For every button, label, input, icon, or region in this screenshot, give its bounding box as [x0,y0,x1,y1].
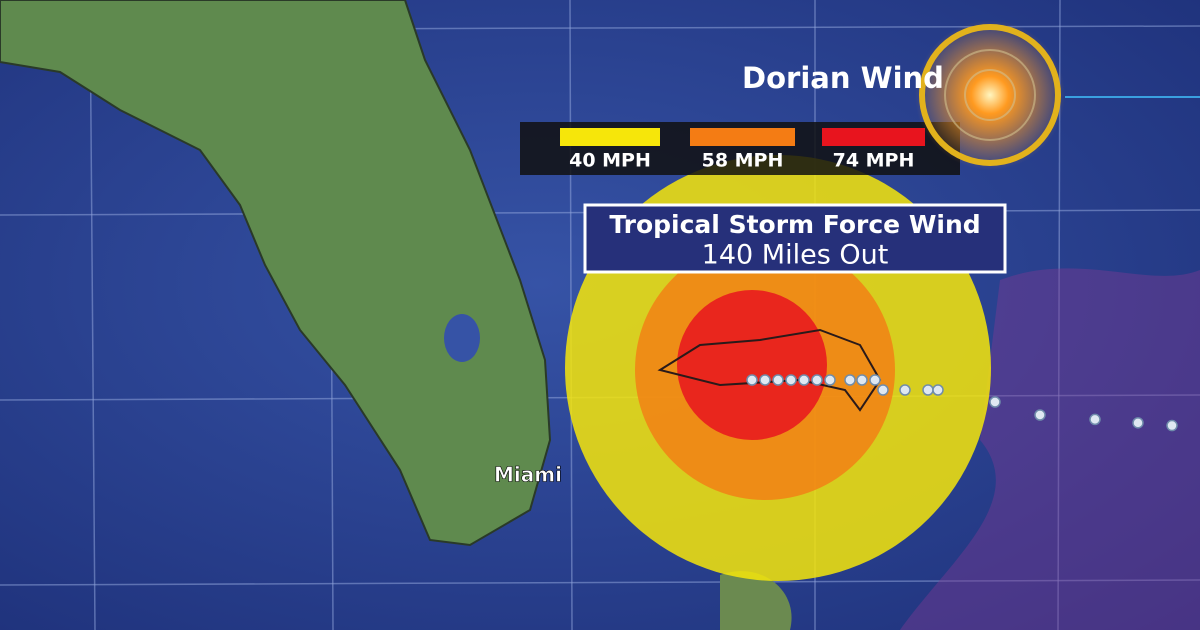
track-dot [899,384,911,396]
track-dot [1089,413,1101,426]
wind-ring [677,290,827,440]
track-dot [989,396,1001,408]
track-dot [785,374,797,386]
callout-line2: 140 Miles Out [702,240,889,271]
callout-box [583,203,1007,274]
lake-okeechobee [444,314,480,362]
legend-label: 74 MPH [833,150,915,172]
track-dot [932,384,944,396]
track-dot [798,374,810,386]
callout-line1: Tropical Storm Force Wind [609,210,980,239]
track-dot [1034,409,1046,421]
track-dot [922,384,934,396]
track-dot [856,374,868,386]
track-dot [746,374,758,386]
track-dot [844,374,856,386]
legend-label: 40 MPH [569,150,651,172]
legend-swatch [690,128,795,146]
legend-swatch [822,128,925,146]
track-dot [824,374,836,386]
cloud-band [900,268,1200,630]
track-dot [1166,419,1178,432]
city-label: Miami [494,463,562,487]
track-dot [1132,417,1144,429]
track-dot [869,374,881,386]
cuba-land [720,571,792,630]
track-dot [811,374,823,386]
track-dot [772,374,784,386]
legend: 40 MPH 58 MPH 74 MPH [560,128,925,172]
forecast-track [746,374,1178,432]
track-dot [877,384,889,396]
legend-swatch [560,128,660,146]
radar-icon [915,20,1200,170]
florida-land [0,0,552,547]
title: Dorian Wind [742,61,944,95]
track-dot [759,374,771,386]
legend-label: 58 MPH [702,150,784,172]
